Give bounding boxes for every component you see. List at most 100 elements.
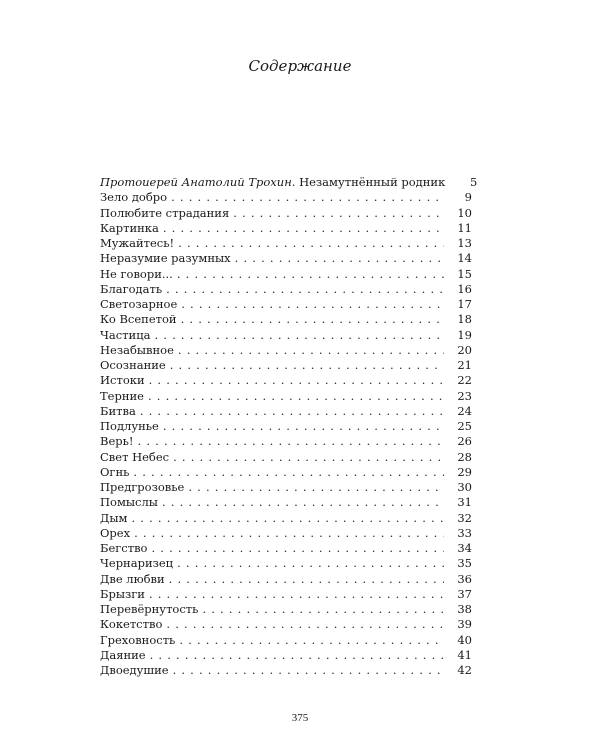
toc-entry-page: 19 (457, 327, 472, 342)
toc-entry-label: Верь! (100, 434, 134, 449)
toc-entry-page: 31 (457, 495, 472, 510)
dot-leader (151, 541, 444, 556)
toc-entry-page: 15 (457, 266, 472, 281)
toc-entry: Двоедушие 42 (100, 663, 472, 678)
toc-entry-label: Помыслы (100, 495, 158, 510)
dot-leader (134, 526, 444, 541)
toc-entry-page: 41 (457, 647, 472, 662)
toc-entry: Картинка 11 (100, 221, 472, 236)
dot-leader (162, 495, 444, 510)
toc-entry-label: Незамутнённый родник (299, 175, 446, 189)
toc-entry-label: Ко Всепетой (100, 312, 177, 327)
toc-entry: Две любви 36 (100, 572, 472, 587)
dot-leader (166, 617, 444, 632)
toc-entry: Частица 19 (100, 328, 472, 343)
toc-entry-title: Благодать (100, 282, 166, 297)
toc-entry-page: 36 (457, 571, 472, 586)
toc-entry-label: Картинка (100, 220, 159, 235)
dot-leader (149, 587, 444, 602)
toc-entry: Верь! 26 (100, 434, 472, 449)
toc-entry-title: Ко Всепетой (100, 312, 181, 327)
toc-entry-page: 39 (457, 617, 472, 632)
toc-entry-page: 32 (457, 510, 472, 525)
toc-entry-label: Истоки (100, 373, 145, 388)
toc-entry-title: Неразумие разумных (100, 251, 235, 266)
page-number: 375 (291, 712, 309, 724)
toc-entry: Свет Небес 28 (100, 450, 472, 465)
toc-entry-page: 16 (457, 281, 472, 296)
dot-leader (233, 206, 444, 221)
toc-entry: Протоиерей Анатолий Трохин. Незамутнённы… (100, 175, 477, 190)
dot-leader (181, 297, 444, 312)
toc-entry: Благодать 16 (100, 282, 472, 297)
dot-leader (133, 465, 444, 480)
toc-entry-label: Даяние (100, 647, 146, 662)
dot-leader (149, 373, 444, 388)
toc-entry-page: 40 (457, 632, 472, 647)
toc-entry-label: Чернаризец (100, 556, 174, 571)
dot-leader (181, 312, 444, 327)
toc-entry-title: Полюбите страдания (100, 206, 233, 221)
toc-entry-page: 11 (457, 220, 472, 235)
toc-entry-title: Орех (100, 526, 134, 541)
toc-entry: Светозарное 17 (100, 297, 472, 312)
dot-leader (138, 434, 444, 449)
toc-entry-author: Протоиерей Анатолий Трохин. (100, 175, 296, 189)
toc-entry-label: Перевёрнутость (100, 602, 199, 616)
toc-entry-page: 9 (464, 190, 472, 205)
dot-leader (177, 267, 444, 282)
toc-entry: Осознание 21 (100, 358, 472, 373)
dot-leader (154, 328, 444, 343)
toc-entry-page: 23 (457, 388, 472, 403)
toc-entry-label: Зело добро (100, 190, 168, 205)
toc-entry-page: 29 (457, 464, 472, 479)
toc-entry: Битва 24 (100, 404, 472, 419)
toc-entry-title: Дым (100, 511, 131, 526)
toc-entry: Греховность 40 (100, 633, 472, 648)
toc-entry-title: Картинка (100, 221, 163, 236)
dot-leader (188, 480, 444, 495)
page-title: Содержание (248, 57, 352, 75)
toc-entry-label: Двоедушие (100, 663, 169, 677)
dot-leader (166, 282, 444, 297)
toc-entry-page: 42 (457, 663, 472, 677)
toc-entry-page: 5 (469, 175, 478, 189)
toc-entry-title: Протоиерей Анатолий Трохин. Незамутнённы… (100, 175, 449, 190)
toc-entry-label: Греховность (100, 632, 176, 647)
toc-entry-title: Осознание (100, 358, 170, 373)
toc-entry-label: Осознание (100, 358, 166, 372)
toc-entry-page: 25 (457, 419, 472, 433)
toc-entry: Огнь 29 (100, 465, 472, 480)
toc-entry: Мужайтесь! 13 (100, 236, 472, 251)
dot-leader (179, 633, 444, 648)
toc-entry-page: 34 (457, 541, 472, 555)
toc-entry-label: Незабывное (100, 342, 174, 357)
toc-entry: Полюбите страдания 10 (100, 206, 472, 221)
toc-entry-title: Брызги (100, 587, 149, 602)
toc-entry-title: Огнь (100, 465, 133, 480)
dot-leader (148, 389, 444, 404)
toc-entry: Незабывное 20 (100, 343, 472, 358)
toc-entry-page: 20 (457, 342, 472, 357)
toc-entry-page: 37 (457, 586, 472, 601)
toc-entry: Предгрозовье 30 (100, 480, 472, 495)
toc-entry-page: 22 (457, 373, 472, 388)
dot-leader (235, 251, 444, 266)
toc-entry-page: 14 (457, 251, 472, 266)
toc-entry-label: Полюбите страдания (100, 205, 230, 220)
toc-entry-page: 30 (457, 480, 472, 494)
toc-entry: Орех 33 (100, 526, 472, 541)
toc-entry-label: Огнь (100, 464, 130, 479)
toc-entry-title: Кокетство (100, 617, 166, 632)
toc-entry: Перевёрнутость 38 (100, 602, 472, 617)
dot-leader (131, 511, 444, 526)
toc-entry-title: Двоедушие (100, 663, 173, 678)
dot-leader (173, 450, 444, 465)
toc-entry: Брызги 37 (100, 587, 472, 602)
dot-leader (140, 404, 444, 419)
toc-entry-title: Истоки (100, 373, 149, 388)
toc-entry-label: Дым (100, 510, 128, 525)
table-of-contents: Протоиерей Анатолий Трохин. Незамутнённы… (100, 175, 477, 678)
toc-entry-label: Подлунье (100, 419, 159, 433)
toc-entry: Бегство 34 (100, 541, 472, 556)
